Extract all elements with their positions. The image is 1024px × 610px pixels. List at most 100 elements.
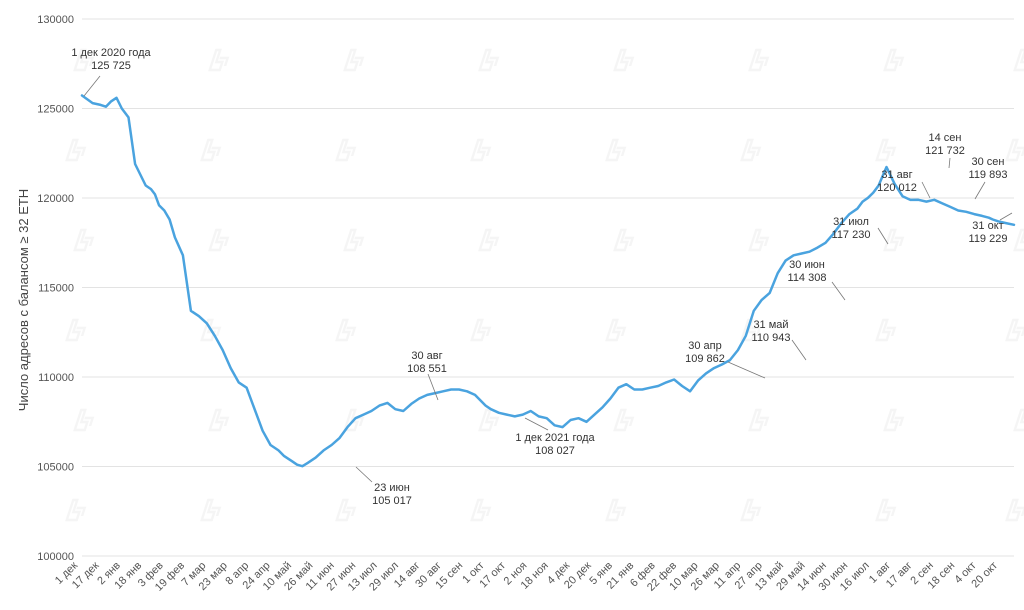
watermark-logo (1013, 228, 1024, 252)
annotation-date: 31 май (753, 319, 788, 331)
annotation-date: 1 дек 2021 года (515, 432, 595, 444)
annotation-value: 108 027 (535, 445, 575, 457)
watermark-logo (740, 318, 762, 342)
watermark-logo (65, 498, 87, 522)
annotation-value: 114 308 (788, 272, 827, 284)
annotation-leader (355, 466, 373, 483)
watermark-logo (343, 228, 365, 252)
annotation-date: 30 апр (688, 340, 721, 352)
watermark-logo (748, 228, 770, 252)
watermark-logo (740, 498, 762, 522)
series-line-0 (80, 94, 1016, 468)
annotation-leader (948, 157, 951, 169)
annotation-date: 31 окт (972, 220, 1003, 232)
watermark-layer (65, 48, 1024, 522)
watermark-logo (73, 408, 95, 432)
watermark-logo (200, 498, 222, 522)
watermark-logo (883, 48, 905, 72)
annotation-value: 119 229 (969, 233, 1008, 245)
watermark-logo (343, 48, 365, 72)
annotation-value: 110 943 (752, 332, 791, 344)
watermark-logo (335, 138, 357, 162)
watermark-logo (470, 138, 492, 162)
annotation-value: 105 017 (372, 495, 412, 507)
grid-layer (82, 18, 1014, 557)
annotation-date: 30 сен (972, 156, 1005, 168)
annotation-date: 14 сен (929, 132, 962, 144)
annotation-date: 31 июл (833, 216, 869, 228)
watermark-logo (200, 318, 222, 342)
annotation-leader (791, 339, 807, 361)
annotation-date: 30 авг (411, 350, 442, 362)
watermark-logo (208, 408, 230, 432)
watermark-logo (613, 48, 635, 72)
watermark-logo (208, 48, 230, 72)
watermark-logo (748, 48, 770, 72)
watermark-logo (613, 408, 635, 432)
watermark-logo (478, 48, 500, 72)
y-tick-label: 125000 (37, 104, 74, 116)
watermark-logo (883, 408, 905, 432)
watermark-logo (748, 408, 770, 432)
watermark-logo (1005, 498, 1024, 522)
watermark-logo (875, 498, 897, 522)
watermark-logo (1013, 408, 1024, 432)
watermark-logo (613, 228, 635, 252)
y-tick-label: 105000 (37, 462, 74, 474)
watermark-logo (605, 318, 627, 342)
annotation-date: 30 июн (789, 259, 825, 271)
annotation-leader (524, 417, 549, 431)
annotation-date: 31 авг (881, 169, 912, 181)
watermark-logo (73, 48, 95, 72)
annotation-leader (999, 212, 1013, 221)
watermark-logo (335, 498, 357, 522)
annotation-date: 23 июн (374, 482, 410, 494)
y-axis-label: Число адресов с балансом ≥ 32 ETH (16, 189, 31, 411)
annotation-value: 109 862 (685, 353, 725, 365)
annotation-value: 117 230 (832, 229, 871, 241)
annotation-value: 119 893 (969, 169, 1008, 181)
watermark-logo (605, 138, 627, 162)
watermark-logo (470, 318, 492, 342)
annotation-leader (427, 373, 439, 401)
watermark-logo (65, 138, 87, 162)
annotation-value: 120 012 (877, 182, 917, 194)
watermark-logo (875, 138, 897, 162)
annotation-leader (921, 181, 931, 199)
annotation-value: 108 551 (407, 363, 447, 375)
watermark-logo (73, 228, 95, 252)
watermark-logo (208, 228, 230, 252)
watermark-logo (1013, 48, 1024, 72)
watermark-logo (335, 318, 357, 342)
series-layer (80, 94, 1016, 468)
annotation-leader (877, 227, 889, 245)
watermark-logo (470, 498, 492, 522)
annotation-leader (974, 181, 986, 200)
watermark-logo (1005, 318, 1024, 342)
annotation-date: 1 дек 2020 года (71, 47, 151, 59)
watermark-logo (740, 138, 762, 162)
watermark-logo (65, 318, 87, 342)
annotation-value: 121 732 (925, 145, 965, 157)
watermark-logo (875, 318, 897, 342)
watermark-logo (1005, 138, 1024, 162)
watermark-logo (200, 138, 222, 162)
annotation-value: 125 725 (91, 60, 131, 72)
annotation-leader (831, 281, 846, 301)
y-tick-label: 110000 (38, 372, 74, 384)
y-axis-ticks: 100000 105000 110000 115000 120000 125000 1300… (37, 14, 74, 563)
